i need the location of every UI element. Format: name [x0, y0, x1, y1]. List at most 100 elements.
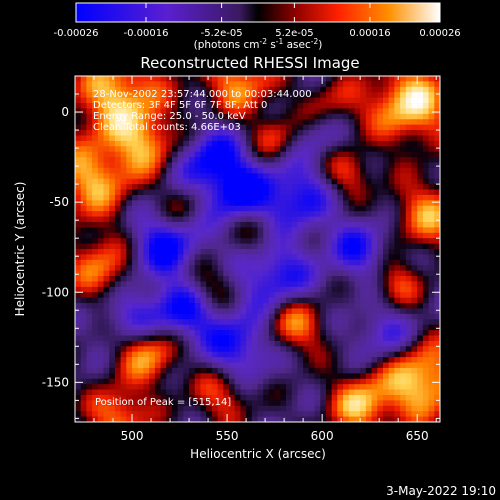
- heatmap-cell: [171, 324, 178, 331]
- heatmap-cell: [308, 200, 315, 207]
- heatmap-cell: [268, 103, 275, 109]
- heatmap-cell: [234, 281, 241, 288]
- heatmap-cell: [160, 270, 167, 277]
- heatmap-cell: [132, 259, 139, 266]
- heatmap-cell: [286, 200, 293, 207]
- heatmap-cell: [417, 281, 424, 288]
- heatmap-cell: [109, 270, 116, 277]
- heatmap-cell: [246, 335, 253, 342]
- heatmap-cell: [132, 270, 139, 277]
- heatmap-cell: [137, 140, 144, 147]
- heatmap-cell: [308, 81, 315, 88]
- heatmap-cell: [92, 373, 99, 380]
- heatmap-cell: [137, 92, 144, 98]
- heatmap-cell: [160, 173, 167, 180]
- heatmap-cell: [394, 189, 401, 196]
- heatmap-cell: [400, 254, 407, 261]
- heatmap-cell: [360, 259, 367, 266]
- heatmap-cell: [303, 103, 310, 109]
- heatmap-cell: [223, 173, 230, 180]
- heatmap-cell: [291, 319, 298, 326]
- heatmap-cell: [160, 416, 167, 422]
- heatmap-cell: [274, 211, 281, 217]
- heatmap-cell: [228, 243, 236, 250]
- heatmap-cell: [109, 124, 116, 131]
- heatmap-cell: [80, 286, 87, 293]
- heatmap-cell: [120, 367, 127, 374]
- heatmap-cell: [86, 259, 93, 266]
- heatmap-cell: [348, 162, 355, 169]
- heatmap-cell: [137, 200, 144, 207]
- heatmap-cell: [354, 151, 361, 158]
- heatmap-cell: [166, 211, 173, 217]
- heatmap-cell: [189, 276, 196, 282]
- heatmap-cell: [154, 405, 161, 412]
- heatmap-cell: [405, 405, 412, 412]
- heatmap-cell: [268, 189, 275, 196]
- heatmap-cell: [223, 97, 230, 104]
- heatmap-cell: [149, 189, 156, 196]
- heatmap-cell: [394, 254, 401, 261]
- heatmap-cell: [92, 308, 99, 315]
- heatmap-cell: [331, 81, 338, 88]
- heatmap-cell: [354, 227, 361, 234]
- heatmap-cell: [320, 232, 327, 239]
- heatmap-cell: [75, 286, 82, 293]
- heatmap-cell: [246, 276, 253, 282]
- heatmap-cell: [268, 92, 275, 98]
- heatmap-cell: [400, 221, 407, 228]
- heatmap-cell: [217, 189, 224, 196]
- heatmap-cell: [217, 113, 224, 120]
- heatmap-cell: [394, 200, 401, 207]
- heatmap-cell: [286, 259, 293, 266]
- heatmap-cell: [200, 124, 207, 131]
- heatmap-cell: [400, 292, 407, 299]
- heatmap-cell: [405, 292, 412, 299]
- heatmap-cell: [171, 357, 178, 363]
- heatmap-cell: [274, 394, 281, 401]
- heatmap-cell: [263, 108, 270, 115]
- heatmap-cell: [331, 167, 338, 174]
- heatmap-cell: [257, 140, 264, 147]
- heatmap-cell: [382, 113, 390, 120]
- heatmap-cell: [234, 346, 241, 353]
- heatmap-cell: [194, 270, 201, 277]
- heatmap-cell: [223, 346, 230, 353]
- heatmap-cell: [149, 276, 156, 282]
- heatmap-cell: [92, 216, 99, 223]
- heatmap-cell: [303, 335, 310, 342]
- heatmap-cell: [297, 157, 304, 163]
- heatmap-cell: [360, 157, 367, 163]
- heatmap-cell: [166, 292, 173, 299]
- heatmap-cell: [86, 373, 93, 380]
- heatmap-cell: [206, 346, 213, 353]
- heatmap-cell: [331, 400, 338, 407]
- heatmap-cell: [154, 243, 161, 250]
- heatmap-cell: [126, 373, 133, 380]
- heatmap-cell: [400, 173, 407, 180]
- heatmap-cell: [211, 357, 218, 363]
- heatmap-cell: [314, 157, 321, 163]
- heatmap-cell: [211, 249, 218, 255]
- heatmap-cell: [223, 389, 230, 396]
- heatmap-cell: [228, 184, 236, 190]
- heatmap-cell: [320, 313, 327, 320]
- heatmap-cell: [143, 151, 150, 158]
- heatmap-cell: [143, 221, 150, 228]
- heatmap-cell: [417, 351, 424, 358]
- heatmap-cell: [183, 221, 190, 228]
- heatmap-cell: [388, 243, 395, 250]
- heatmap-cell: [257, 173, 264, 180]
- heatmap-cell: [183, 103, 190, 109]
- heatmap-cell: [428, 167, 435, 174]
- heatmap-cell: [200, 405, 207, 412]
- heatmap-cell: [120, 238, 127, 244]
- heatmap-cell: [286, 221, 293, 228]
- x-tick-label: 550: [216, 429, 239, 443]
- heatmap-cell: [337, 265, 344, 271]
- heatmap-cell: [251, 276, 258, 282]
- heatmap-cell: [274, 373, 281, 380]
- heatmap-cell: [434, 178, 440, 185]
- heatmap-cell: [189, 167, 196, 174]
- heatmap-cell: [149, 184, 156, 190]
